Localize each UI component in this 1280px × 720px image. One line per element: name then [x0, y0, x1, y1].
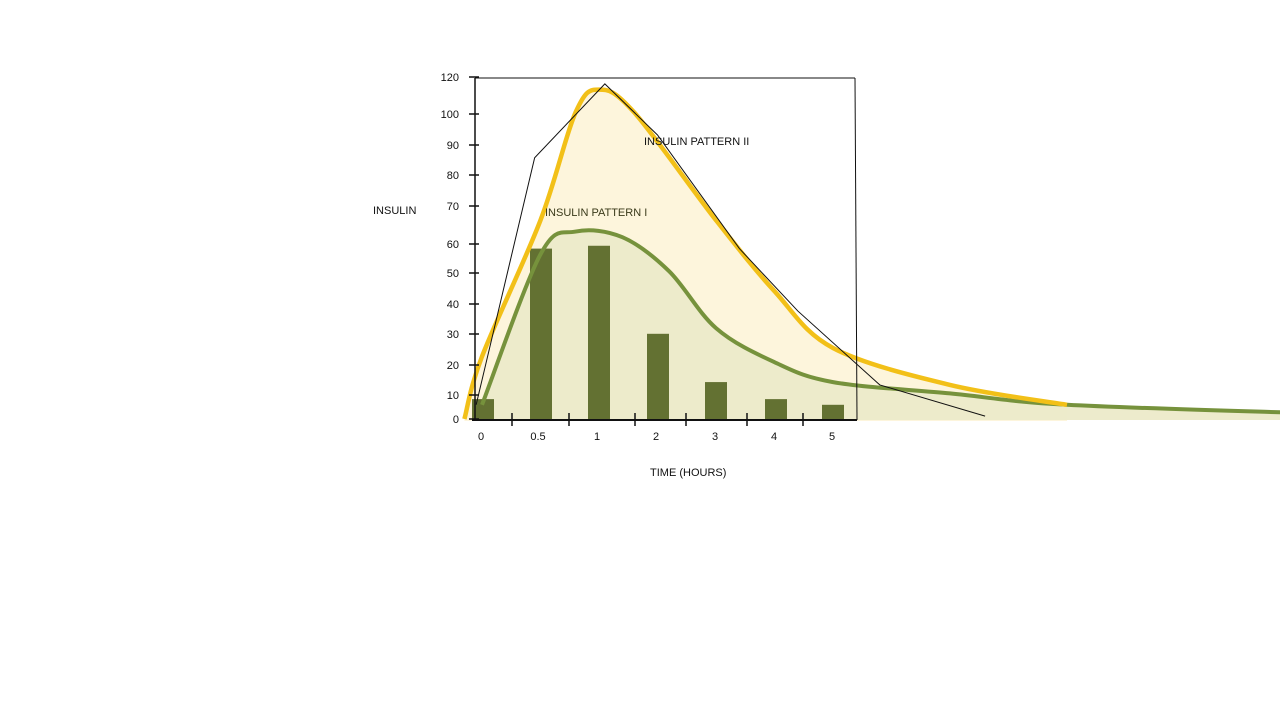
y-tick-label-60: 60	[447, 239, 459, 251]
bar-1	[588, 245, 610, 419]
series-label-pattern-i: INSULIN PATTERN I	[545, 207, 647, 219]
bar-2	[647, 333, 669, 419]
y-tick-label-80: 80	[447, 170, 459, 182]
series-lines	[462, 83, 1280, 420]
y-tick-label-50: 50	[447, 268, 459, 280]
x-tick-label-3: 3	[712, 431, 718, 443]
x-tick-label-0.5: 0.5	[530, 431, 545, 443]
bar-3	[705, 382, 727, 419]
bar-4	[765, 399, 787, 419]
y-tick-label-0: 0	[453, 414, 459, 426]
y-tick-label-70: 70	[447, 201, 459, 213]
y-tick-label-100: 100	[441, 109, 459, 121]
y-tick-label-10: 10	[447, 390, 459, 402]
x-tick-label-5: 5	[829, 431, 835, 443]
area-fills	[464, 89, 1280, 421]
bar-5	[822, 404, 844, 419]
bar-0	[472, 399, 494, 419]
x-tick-label-0: 0	[478, 431, 484, 443]
y-tick-label-30: 30	[447, 329, 459, 341]
y-tick-label-40: 40	[447, 299, 459, 311]
pattern-i-area	[482, 230, 1280, 420]
frame-right-line	[854, 77, 858, 421]
y-tick-label-20: 20	[447, 360, 459, 372]
bar-0.5	[530, 248, 552, 419]
y-axis-label: INSULIN	[373, 205, 416, 217]
series-label-pattern-ii: INSULIN PATTERN II	[644, 136, 749, 148]
x-axis-label: TIME (HOURS)	[650, 467, 726, 479]
axes-group	[469, 76, 858, 426]
x-tick-label-2: 2	[653, 431, 659, 443]
bars-group	[472, 245, 844, 419]
x-tick-label-1: 1	[594, 431, 600, 443]
x-tick-label-4: 4	[771, 431, 777, 443]
y-tick-label-90: 90	[447, 140, 459, 152]
pattern-ii-sketch-line	[475, 83, 986, 417]
pattern-ii-line	[462, 87, 1068, 420]
y-tick-label-120: 120	[441, 72, 459, 84]
tick-labels: 0 10 20 30 40 50 60 70 80 90 100 120 0 0.5 1 2 3 4 5	[441, 72, 835, 443]
